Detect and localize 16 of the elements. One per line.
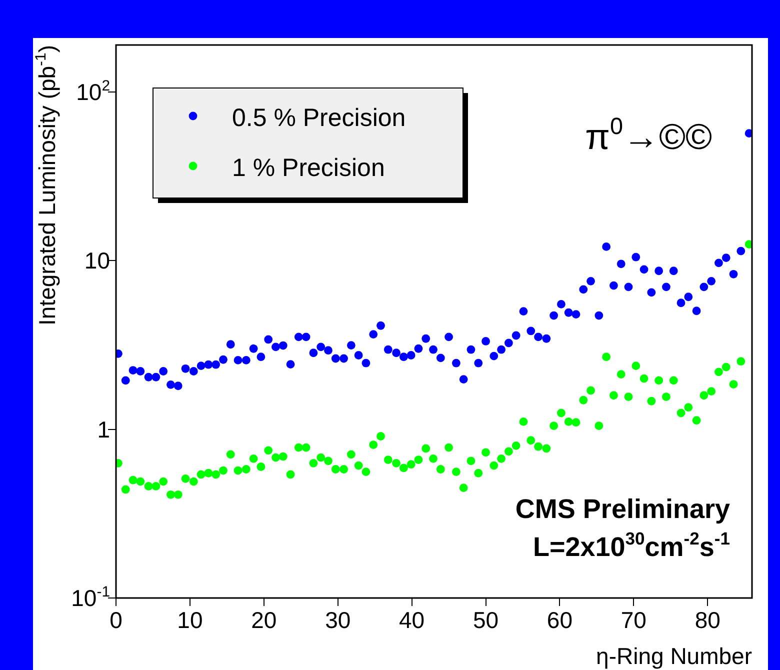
legend-label: 1 % Precision	[232, 154, 385, 182]
x-tick-label: 60	[546, 607, 573, 634]
x-tick-label: 50	[472, 607, 499, 634]
annotation: CMS Preliminary	[515, 494, 730, 524]
x-tick-label: 70	[620, 607, 646, 634]
x-tick-label: 40	[399, 607, 425, 634]
x-tick-label: 0	[110, 607, 122, 634]
y-axis-title: Integrated Luminosity (pb-1)	[32, 44, 60, 326]
y-tick-label: 10	[84, 248, 110, 274]
x-tick-label: 10	[177, 607, 203, 634]
x-tick-label: 80	[694, 607, 720, 634]
legend-label: 0.5 % Precision	[232, 104, 406, 132]
x-tick-label: 20	[251, 607, 277, 634]
y-tick-label: 1	[97, 416, 110, 442]
x-axis-title: η-Ring Number	[596, 643, 752, 669]
x-tick-label: 30	[325, 607, 351, 634]
